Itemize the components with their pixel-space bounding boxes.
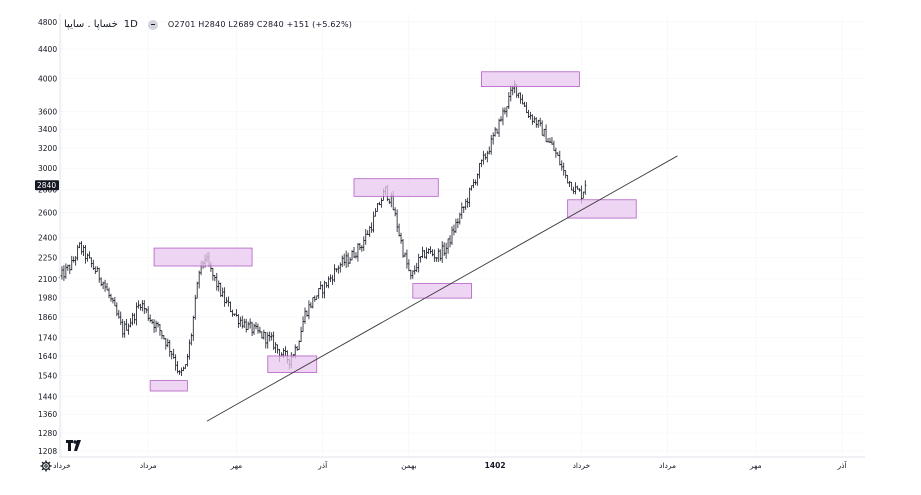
zone-box[interactable] — [567, 199, 637, 219]
zone-boxes[interactable] — [149, 71, 637, 392]
current-price-text: 2840 — [37, 181, 56, 190]
y-tick-label: 3600 — [38, 107, 57, 116]
y-tick-label: 1360 — [38, 410, 57, 419]
y-tick-label: 3400 — [38, 125, 57, 134]
y-tick-label: 1540 — [38, 371, 57, 380]
y-tick-label: 1208 — [38, 447, 57, 456]
x-tick-label: مرداد — [659, 461, 676, 470]
zone-box[interactable] — [412, 283, 472, 299]
x-tick-label: مهر — [749, 461, 762, 470]
x-tick-label: مهر — [230, 461, 243, 470]
x-tick-label: 1402 — [485, 461, 506, 470]
y-tick-label: 1740 — [38, 334, 57, 343]
x-tick-label: خرداد — [53, 461, 71, 470]
x-tick-label: بهمن — [401, 461, 417, 470]
timeframe-label[interactable]: 1D — [123, 19, 138, 30]
y-tick-label: 1860 — [38, 313, 57, 322]
current-price-badge — [35, 180, 59, 191]
zone-box[interactable] — [153, 247, 253, 267]
y-tick-label: 1440 — [38, 392, 57, 401]
x-tick-label: مرداد — [140, 461, 157, 470]
y-tick-label: 4800 — [38, 18, 57, 27]
zone-box[interactable] — [480, 71, 580, 87]
trendline-group[interactable] — [206, 155, 678, 422]
y-tick-label: 4400 — [38, 45, 57, 54]
y-tick-label: 1280 — [38, 429, 57, 438]
y-tick-label: 2250 — [38, 254, 57, 263]
chart-legend: خساپا . سایپا 1D O2701 H2840 L2689 C2840… — [64, 19, 352, 30]
x-tick-label: آذر — [837, 460, 848, 470]
tradingview-logo-icon[interactable] — [66, 440, 82, 451]
y-tick-label: 1640 — [38, 352, 57, 361]
current-price-label: 2840 — [35, 180, 59, 191]
y-tick-label: 3200 — [38, 144, 57, 153]
zone-box[interactable] — [353, 178, 439, 197]
collapse-legend-icon[interactable] — [147, 19, 158, 30]
ohlc-values: O2701 H2840 L2689 C2840 +151 (+5.62%) — [167, 20, 353, 29]
y-tick-label: 2400 — [38, 234, 57, 243]
y-tick-label: 2100 — [38, 275, 57, 284]
settings-gear-icon[interactable] — [40, 460, 52, 472]
time-axis[interactable]: خرداد مرداد مهر آذر بهمن 1402 خرداد مرداد مهر آذر… — [53, 460, 921, 470]
y-tick-label: 3000 — [38, 164, 57, 173]
trendline[interactable] — [206, 155, 678, 422]
y-tick-label: 1980 — [38, 293, 57, 302]
y-tick-label: 4000 — [38, 75, 57, 84]
x-tick-label: آذر — [317, 460, 328, 470]
symbol-name[interactable]: خساپا . سایپا — [64, 19, 118, 30]
x-tick-label: خرداد — [573, 461, 591, 470]
zone-box[interactable] — [149, 380, 188, 392]
y-tick-label: 2600 — [38, 209, 57, 218]
ohlc-bar — [584, 180, 587, 195]
zone-box[interactable] — [267, 355, 318, 373]
